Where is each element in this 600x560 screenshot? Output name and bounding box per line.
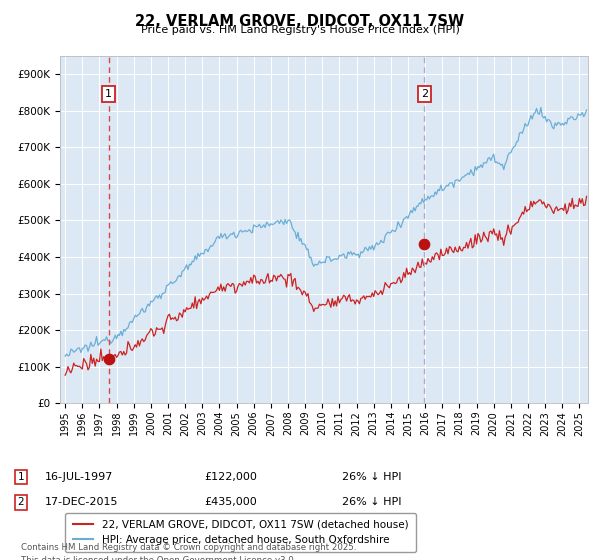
Text: 1: 1 <box>105 89 112 99</box>
Text: 26% ↓ HPI: 26% ↓ HPI <box>342 472 401 482</box>
Text: Contains HM Land Registry data © Crown copyright and database right 2025.
This d: Contains HM Land Registry data © Crown c… <box>21 543 356 560</box>
Text: Price paid vs. HM Land Registry's House Price Index (HPI): Price paid vs. HM Land Registry's House … <box>140 25 460 35</box>
Text: 1: 1 <box>17 472 25 482</box>
Text: 16-JUL-1997: 16-JUL-1997 <box>45 472 113 482</box>
Text: 17-DEC-2015: 17-DEC-2015 <box>45 497 119 507</box>
Text: 2: 2 <box>421 89 428 99</box>
Text: 26% ↓ HPI: 26% ↓ HPI <box>342 497 401 507</box>
Legend: 22, VERLAM GROVE, DIDCOT, OX11 7SW (detached house), HPI: Average price, detache: 22, VERLAM GROVE, DIDCOT, OX11 7SW (deta… <box>65 512 416 552</box>
Point <box>104 354 113 363</box>
Text: 2: 2 <box>17 497 25 507</box>
Point <box>419 240 429 249</box>
Text: £122,000: £122,000 <box>204 472 257 482</box>
Text: 22, VERLAM GROVE, DIDCOT, OX11 7SW: 22, VERLAM GROVE, DIDCOT, OX11 7SW <box>136 14 464 29</box>
Text: £435,000: £435,000 <box>204 497 257 507</box>
